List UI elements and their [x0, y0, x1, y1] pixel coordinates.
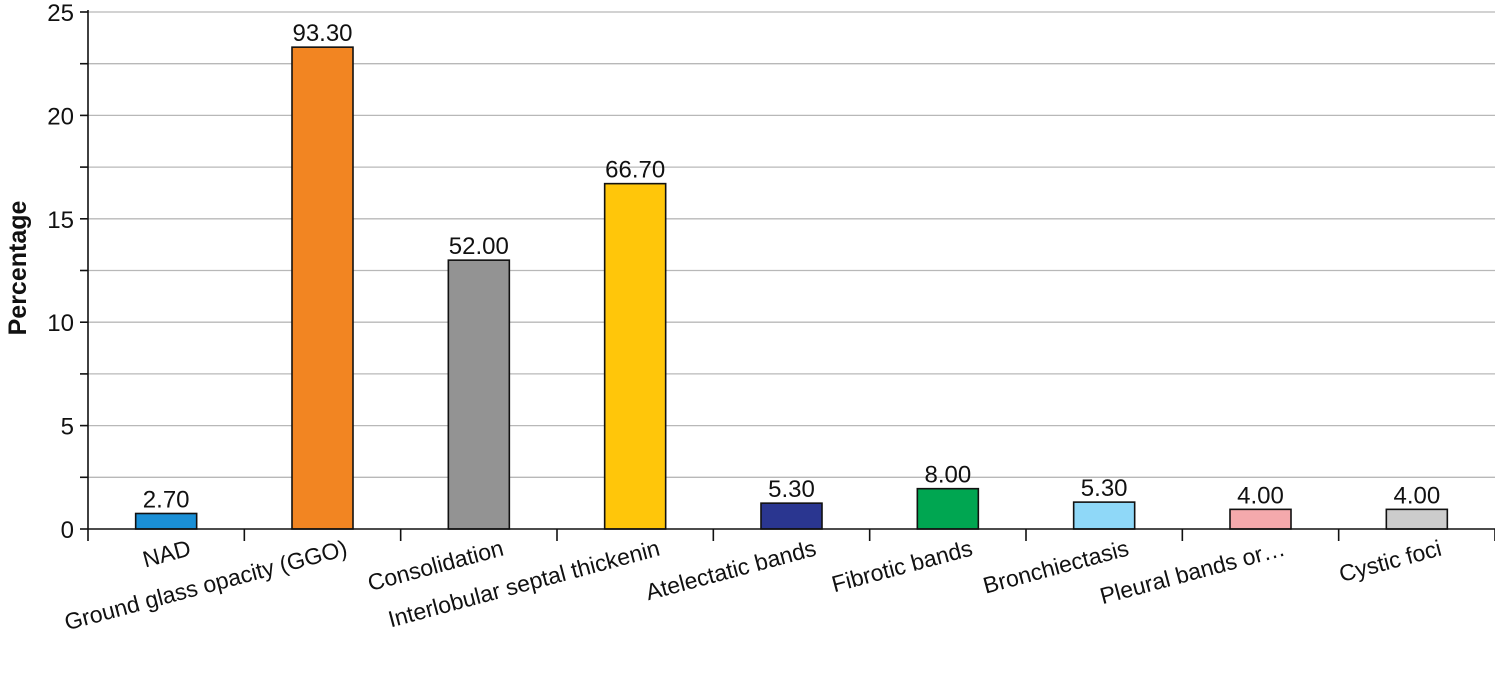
y-tick-label: 5 [61, 414, 74, 441]
bar [760, 502, 823, 530]
data-label: 5.30 [1081, 475, 1128, 502]
data-label: 66.70 [605, 157, 665, 184]
bar [447, 259, 511, 530]
axes [80, 10, 1495, 541]
y-tick-label: 25 [47, 0, 74, 27]
y-tick-label: 20 [47, 103, 74, 130]
data-label: 8.00 [924, 462, 971, 489]
x-tick-label: NAD [140, 535, 194, 573]
bar [916, 487, 980, 530]
data-label: 4.00 [1393, 482, 1440, 509]
bars [134, 46, 1449, 530]
bar [1385, 508, 1449, 530]
x-tick-label: Fibrotic bands [829, 535, 975, 598]
bar [1072, 501, 1136, 530]
data-label: 2.70 [143, 486, 190, 513]
data-label: 93.30 [292, 20, 352, 47]
data-label: 5.30 [768, 476, 815, 503]
x-tick-label: Cystic foci [1336, 535, 1444, 587]
y-tick-label: 15 [47, 207, 74, 234]
bar [603, 182, 667, 530]
x-tick-label: Ground glass opacity (GGO) [62, 535, 350, 636]
bar [1229, 508, 1292, 530]
x-tick-label: Atelectatic bands [643, 535, 819, 605]
bar [134, 512, 198, 530]
data-label: 52.00 [449, 233, 509, 260]
y-tick-label: 0 [61, 517, 74, 544]
y-axis-title: Percentage [4, 201, 32, 336]
data-label: 4.00 [1237, 482, 1284, 509]
y-tick-labels: 0 5 10 15 20 25 [47, 0, 74, 544]
x-tick-label: Interlobular septal thickenin [385, 535, 662, 633]
y-tick-label: 10 [47, 310, 74, 337]
bar [291, 46, 354, 530]
data-labels: 2.70 93.30 52.00 66.70 5.30 8.00 5.30 4.00 4.00 [143, 20, 1440, 513]
